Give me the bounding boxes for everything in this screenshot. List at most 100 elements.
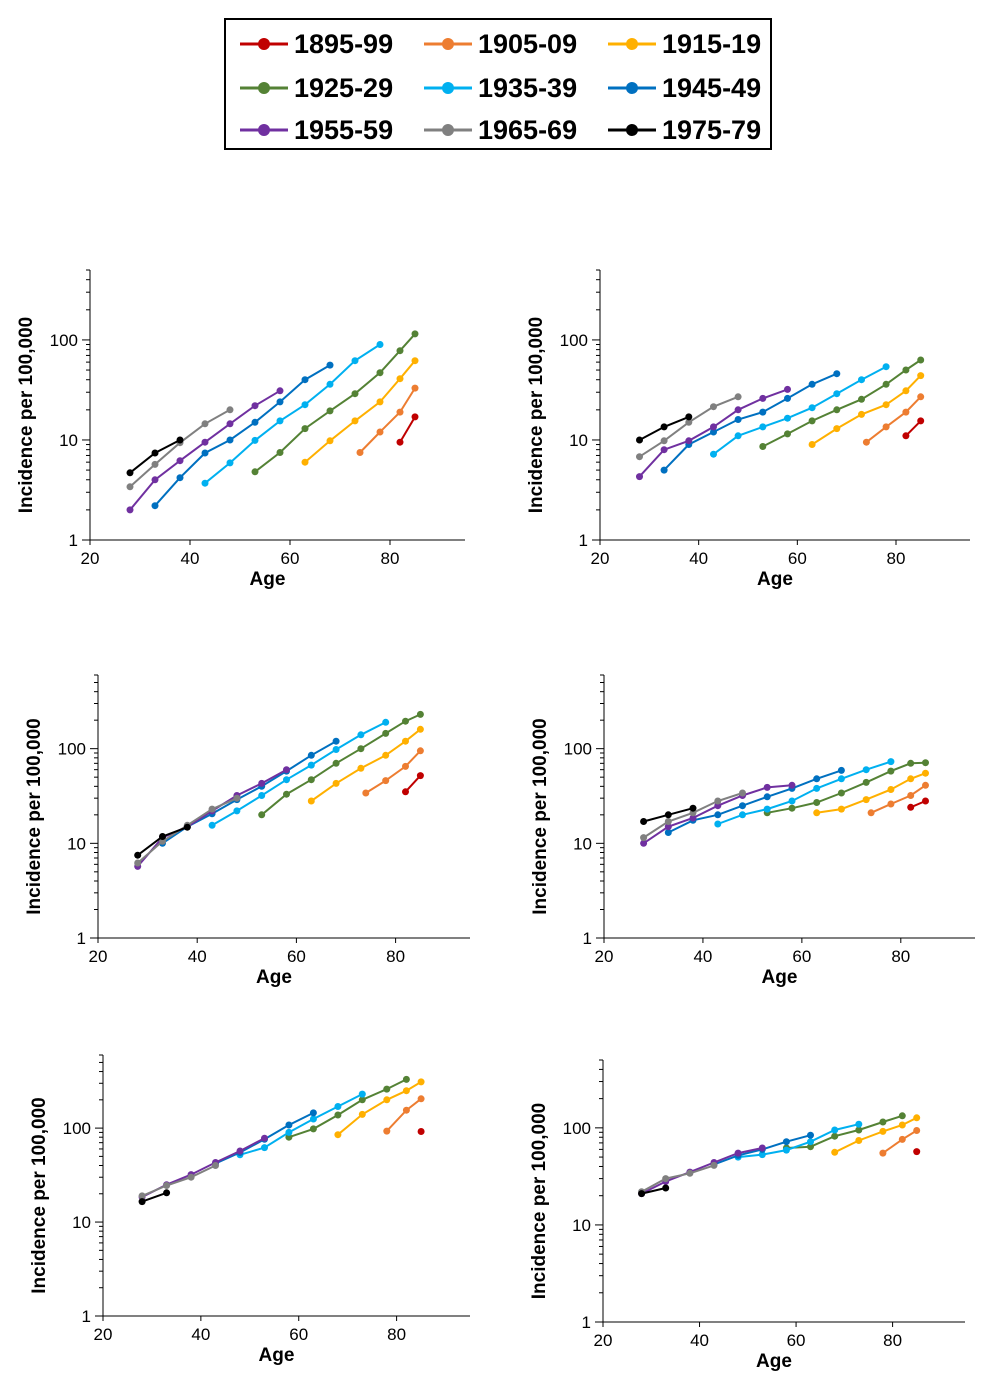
x-axis-title: Age bbox=[762, 967, 798, 988]
data-point bbox=[332, 779, 340, 787]
legend-item: 1915-19 bbox=[606, 24, 761, 64]
legend-swatch bbox=[240, 38, 288, 50]
data-point bbox=[163, 1189, 171, 1197]
legend-swatch bbox=[424, 124, 472, 136]
legend-label: 1905-09 bbox=[478, 28, 578, 59]
data-point bbox=[734, 393, 742, 401]
data-point bbox=[362, 789, 370, 797]
legend-swatch bbox=[424, 38, 472, 50]
series-line bbox=[667, 769, 842, 834]
data-point bbox=[837, 805, 845, 813]
data-point bbox=[402, 737, 409, 745]
series-line bbox=[261, 713, 421, 816]
data-point bbox=[739, 811, 746, 819]
y-axis-title: Incidence per 100,000 bbox=[29, 1097, 50, 1293]
data-point bbox=[417, 1095, 425, 1103]
y-tick-label: 10 bbox=[569, 431, 588, 450]
series-line bbox=[288, 1078, 407, 1139]
series-line bbox=[737, 1123, 860, 1159]
data-point bbox=[636, 436, 643, 444]
data-point bbox=[858, 410, 865, 418]
chart-panel-2: 1 10 100 20 40 60 80 Age Incidence per 100,000 bbox=[526, 269, 970, 590]
x-tick-label: 60 bbox=[787, 1331, 806, 1350]
data-point bbox=[351, 390, 359, 398]
data-point bbox=[396, 375, 404, 383]
data-point bbox=[907, 792, 915, 799]
data-point bbox=[258, 792, 266, 799]
data-point bbox=[226, 420, 234, 428]
data-point bbox=[416, 772, 424, 780]
data-point bbox=[882, 363, 890, 371]
data-point bbox=[382, 729, 390, 737]
data-point bbox=[417, 1078, 425, 1086]
data-point bbox=[382, 751, 390, 759]
data-point bbox=[212, 1162, 219, 1169]
data-point bbox=[788, 781, 796, 789]
x-tick-label: 80 bbox=[883, 1331, 902, 1350]
data-point bbox=[285, 1128, 293, 1136]
series-line bbox=[359, 387, 416, 454]
data-point bbox=[416, 710, 424, 718]
data-point bbox=[126, 483, 134, 491]
data-point bbox=[258, 779, 266, 787]
data-point bbox=[307, 776, 315, 784]
data-point bbox=[808, 417, 816, 425]
data-point bbox=[233, 807, 241, 815]
data-point bbox=[922, 759, 929, 767]
x-tick-label: 20 bbox=[94, 1325, 113, 1344]
data-point bbox=[357, 764, 365, 772]
data-point bbox=[636, 453, 643, 461]
data-point bbox=[332, 737, 340, 745]
data-point bbox=[396, 438, 404, 446]
data-point bbox=[276, 387, 284, 395]
legend-label: 1945-49 bbox=[662, 72, 762, 103]
data-point bbox=[784, 394, 791, 402]
x-tick-label: 80 bbox=[891, 947, 910, 966]
data-point bbox=[640, 834, 648, 842]
data-point bbox=[710, 423, 717, 431]
data-point bbox=[261, 1134, 268, 1142]
legend-label: 1895-99 bbox=[294, 28, 394, 59]
x-tick-label: 80 bbox=[381, 549, 400, 568]
data-point bbox=[710, 428, 717, 436]
data-point bbox=[376, 428, 384, 436]
series-line bbox=[865, 396, 922, 443]
data-point bbox=[837, 775, 845, 783]
y-axis-title: Incidence per 100,000 bbox=[529, 1103, 550, 1299]
data-point bbox=[176, 436, 184, 444]
data-point bbox=[208, 821, 216, 829]
series-line bbox=[717, 760, 892, 825]
data-point bbox=[907, 803, 915, 811]
data-point bbox=[159, 833, 166, 840]
data-point bbox=[283, 790, 290, 798]
legend-item: 1965-69 bbox=[422, 110, 577, 150]
data-point bbox=[402, 1106, 410, 1114]
data-point bbox=[685, 437, 693, 445]
data-point bbox=[813, 775, 821, 783]
data-point bbox=[902, 366, 910, 374]
data-point bbox=[831, 1148, 839, 1156]
data-point bbox=[784, 414, 791, 422]
y-tick-label: 100 bbox=[560, 331, 588, 350]
data-point bbox=[326, 437, 334, 445]
series-line bbox=[712, 365, 887, 456]
data-point bbox=[739, 789, 746, 797]
data-point bbox=[710, 403, 717, 411]
data-point bbox=[307, 751, 315, 759]
series-line bbox=[399, 416, 416, 443]
data-point bbox=[151, 449, 159, 457]
data-point bbox=[879, 1118, 887, 1126]
data-point bbox=[739, 802, 746, 810]
data-point bbox=[833, 390, 841, 398]
data-point bbox=[382, 777, 390, 785]
data-point bbox=[138, 1192, 146, 1200]
series-line bbox=[204, 343, 381, 484]
x-tick-label: 20 bbox=[595, 947, 614, 966]
chart-panel-3: 1 10 100 20 40 60 80 Age Incidence per 100,000 bbox=[24, 674, 470, 988]
data-point bbox=[837, 789, 845, 797]
y-axis-title: Incidence per 100,000 bbox=[530, 718, 551, 914]
legend-item: 1895-99 bbox=[238, 24, 393, 64]
legend-swatch bbox=[424, 82, 472, 94]
data-point bbox=[258, 811, 266, 819]
y-tick-label: 1 bbox=[69, 531, 78, 550]
